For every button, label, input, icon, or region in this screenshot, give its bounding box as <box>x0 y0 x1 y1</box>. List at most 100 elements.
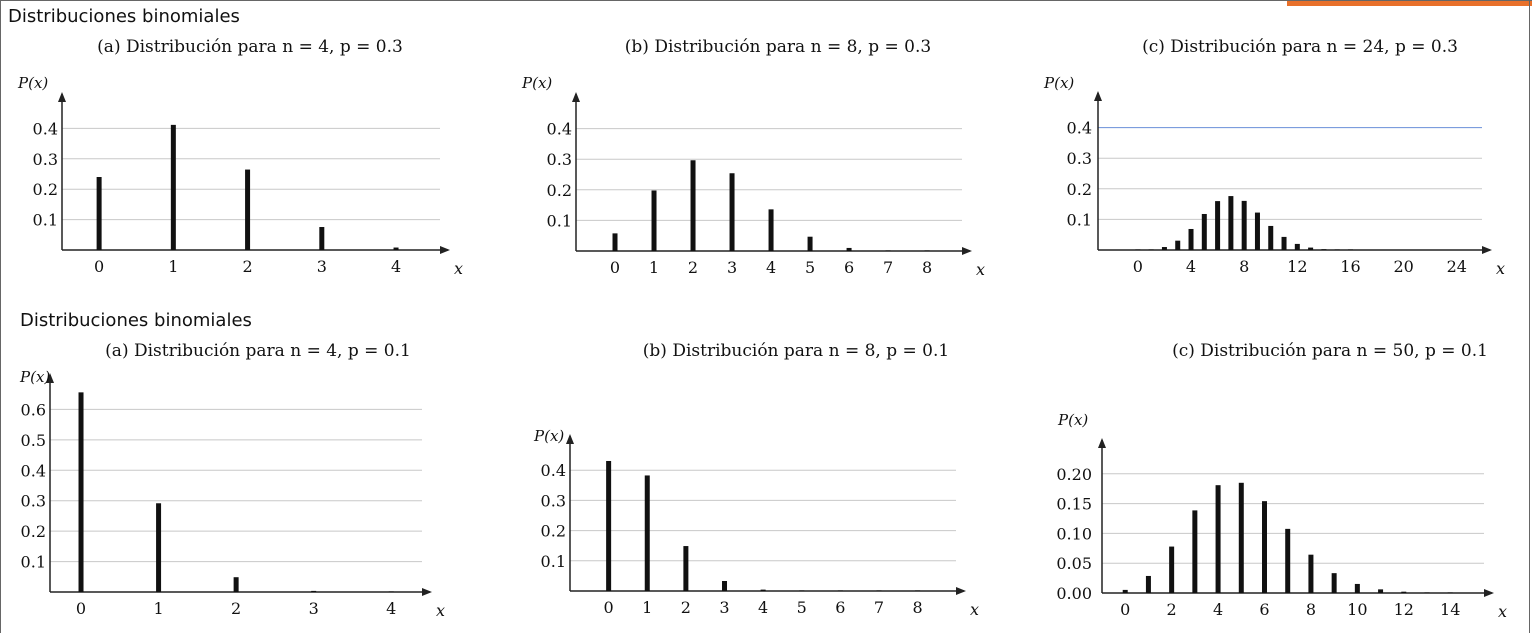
y-tick-label: 0.4 <box>541 461 566 480</box>
bar <box>1188 228 1194 250</box>
x-tick-label: 6 <box>1259 600 1269 619</box>
accent-bar <box>1287 0 1532 6</box>
y-tick-label: 0.20 <box>1056 465 1092 484</box>
bar <box>1401 591 1407 593</box>
y-axis-arrow <box>46 373 54 383</box>
x-tick-label: 0 <box>610 258 620 277</box>
x-axis-label: x <box>454 259 463 278</box>
y-axis-arrow <box>566 434 574 444</box>
bar <box>245 169 251 250</box>
y-axis-label: P(x) <box>17 74 48 92</box>
x-tick-label: 1 <box>153 599 163 618</box>
y-tick-label: 0.15 <box>1056 495 1092 514</box>
x-tick-label: 5 <box>797 598 807 617</box>
x-tick-label: 10 <box>1347 600 1367 619</box>
bar <box>1254 212 1260 250</box>
bar <box>915 590 921 591</box>
bar <box>156 503 162 592</box>
y-axis-arrow <box>1098 438 1106 448</box>
y-tick-label: 0.3 <box>21 492 46 511</box>
bar <box>1238 482 1244 593</box>
x-tick-label: 4 <box>1186 257 1196 276</box>
x-tick-label: 2 <box>231 599 241 618</box>
x-tick-label: 3 <box>317 257 327 276</box>
y-tick-label: 0.1 <box>547 211 572 230</box>
y-tick-label: 0.1 <box>33 211 58 230</box>
section-title-bottom: Distribuciones binomiales <box>20 310 252 331</box>
x-tick-label: 4 <box>386 599 396 618</box>
bar <box>606 460 612 591</box>
y-tick-label: 0.2 <box>547 181 572 200</box>
x-tick-label: 12 <box>1394 600 1414 619</box>
x-axis-arrow <box>440 246 450 254</box>
chart-title: (a) Distribución para n = 4, p = 0.3 <box>97 37 403 57</box>
x-axis-arrow <box>1482 246 1492 254</box>
y-axis-label: P(x) <box>533 427 564 445</box>
bar <box>1447 592 1453 593</box>
y-tick-label: 0.1 <box>1067 210 1092 229</box>
bar <box>1215 201 1221 250</box>
y-tick-label: 0.4 <box>1067 119 1092 138</box>
bar <box>1161 247 1167 250</box>
y-tick-label: 0.4 <box>21 461 46 480</box>
bar <box>1334 249 1340 250</box>
x-tick-label: 3 <box>309 599 319 618</box>
y-axis-label: P(x) <box>521 74 552 92</box>
bar <box>311 590 317 592</box>
x-axis-arrow <box>962 247 972 255</box>
frame-line-left <box>0 0 1 633</box>
y-tick-label: 0.1 <box>541 552 566 571</box>
x-axis-arrow <box>422 588 432 596</box>
y-axis-arrow <box>58 92 66 102</box>
section-title-top: Distribuciones binomiales <box>8 6 240 27</box>
x-tick-label: 4 <box>1213 600 1223 619</box>
x-axis-label: x <box>1496 259 1505 278</box>
bar <box>1347 249 1353 250</box>
frame-line-top <box>0 0 1532 1</box>
y-axis-arrow <box>572 92 580 102</box>
bar <box>722 581 728 591</box>
bar <box>837 590 843 591</box>
bar <box>1201 213 1207 250</box>
x-tick-label: 0 <box>1120 600 1130 619</box>
bar <box>729 173 735 251</box>
x-tick-label: 20 <box>1393 257 1413 276</box>
bar <box>1331 573 1337 593</box>
x-tick-label: 3 <box>727 258 737 277</box>
bar <box>799 590 805 591</box>
y-axis-label: P(x) <box>19 368 50 386</box>
bar <box>1285 528 1291 593</box>
bar <box>885 250 891 251</box>
bar <box>1378 589 1384 593</box>
bar <box>612 233 618 251</box>
bar <box>1145 575 1151 593</box>
bar <box>96 177 102 250</box>
y-tick-label: 0.3 <box>541 491 566 510</box>
x-tick-label: 0 <box>76 599 86 618</box>
x-tick-label: 8 <box>913 598 923 617</box>
frame-line-right <box>1529 0 1530 633</box>
bar <box>1122 589 1128 593</box>
x-tick-label: 6 <box>844 258 854 277</box>
x-tick-label: 6 <box>835 598 845 617</box>
x-axis-arrow <box>956 587 966 595</box>
bar <box>1175 240 1181 250</box>
y-tick-label: 0.2 <box>541 522 566 541</box>
y-axis-arrow <box>1094 91 1102 101</box>
chart-title: (a) Distribución para n = 4, p = 0.1 <box>105 341 411 361</box>
x-tick-label: 7 <box>883 258 893 277</box>
x-tick-label: 12 <box>1287 257 1307 276</box>
bar <box>1192 510 1198 593</box>
bar <box>1308 247 1314 250</box>
x-tick-label: 1 <box>649 258 659 277</box>
y-tick-label: 0.3 <box>1067 149 1092 168</box>
x-tick-label: 14 <box>1440 600 1460 619</box>
x-axis-arrow <box>1484 589 1494 597</box>
bar <box>846 247 852 251</box>
bar <box>651 190 657 251</box>
x-axis-label: x <box>1498 602 1507 621</box>
